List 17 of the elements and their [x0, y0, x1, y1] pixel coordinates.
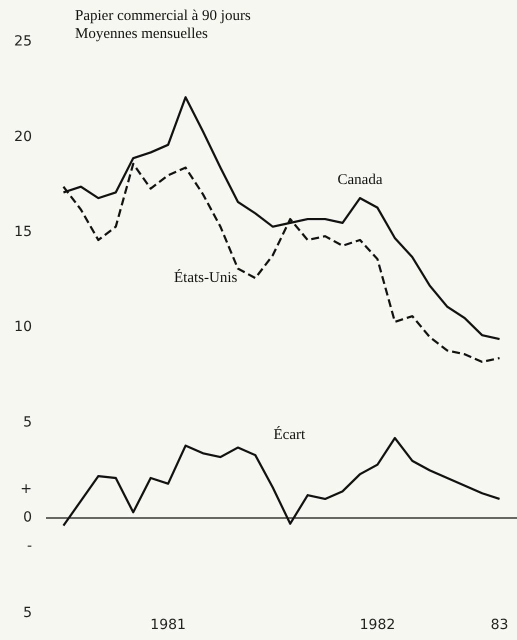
y-tick-label: 5 [23, 604, 32, 621]
x-tick-label: 1981 [150, 617, 186, 634]
x-tick-label: 83 [490, 617, 508, 634]
y-tick-label: 15 [14, 224, 32, 240]
y-tick-label: + [20, 481, 32, 498]
y-tick-label: 20 [14, 128, 32, 145]
y-tick-label: 0 [23, 510, 32, 526]
series-label: Écart [274, 426, 306, 444]
series-label: États-Unis [174, 269, 238, 286]
chart-subtitle: Moyennes mensuelles [75, 26, 208, 42]
series-label: Canada [338, 172, 383, 188]
y-tick-label: 25 [14, 34, 32, 50]
x-tick-label: 1982 [360, 617, 396, 634]
y-tick-label: 5 [23, 414, 32, 430]
y-tick-label: - [26, 538, 32, 554]
y-tick-label: 10 [14, 319, 32, 336]
chart-title: Papier commercial à 90 jours [75, 8, 251, 24]
